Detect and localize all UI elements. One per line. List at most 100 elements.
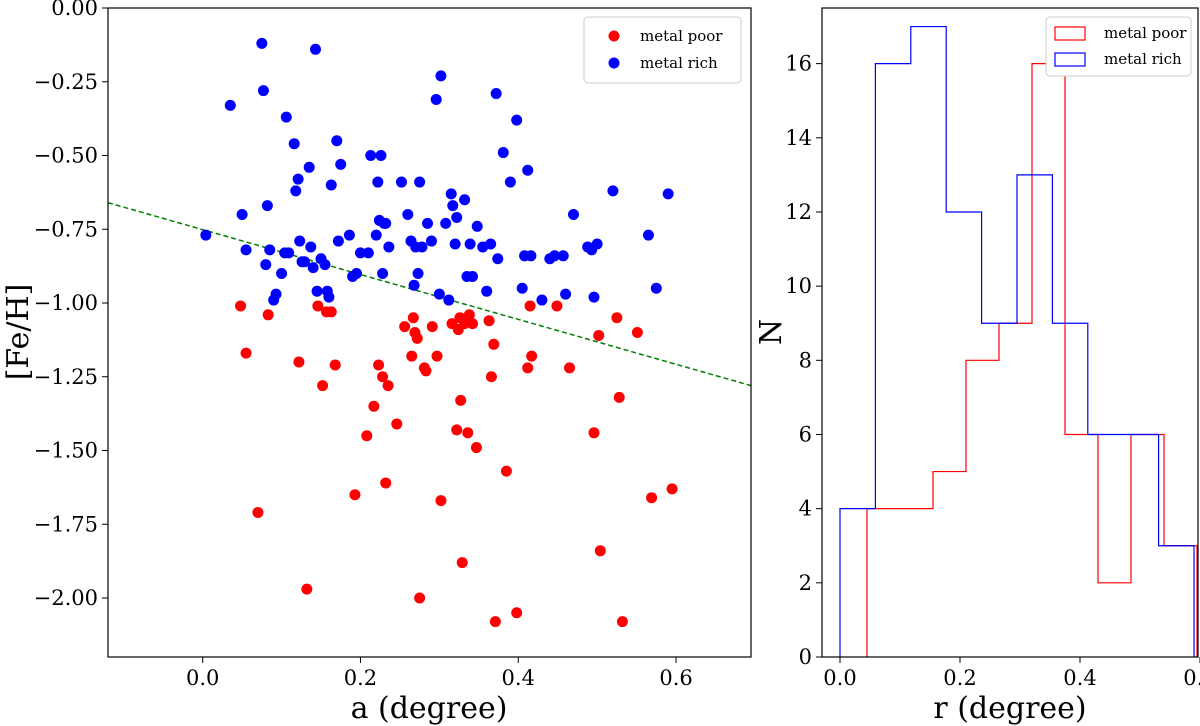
scatter-point-metal-poor — [462, 427, 474, 439]
scatter-point-metal-rich — [662, 188, 674, 200]
scatter-point-metal-rich — [471, 220, 483, 232]
histogram-legend-label-metal-poor: metal poor — [1104, 24, 1187, 42]
scatter-point-metal-rich — [466, 270, 478, 282]
scatter-point-metal-poor — [312, 300, 324, 312]
histogram-x-tick-label: 0.6 — [1183, 666, 1200, 690]
scatter-point-metal-poor — [399, 321, 411, 333]
scatter-point-metal-poor — [616, 616, 628, 628]
scatter-point-metal-rich — [261, 200, 273, 212]
scatter-point-metal-poor — [262, 309, 274, 321]
scatter-point-metal-poor — [594, 545, 606, 557]
scatter-point-metal-poor — [526, 350, 538, 362]
scatter-point-metal-rich — [383, 241, 395, 253]
scatter-point-metal-poor — [455, 394, 467, 406]
scatter-point-metal-poor — [470, 442, 482, 454]
scatter-point-metal-rich — [395, 176, 407, 188]
histogram-y-tick-label: 16 — [785, 52, 812, 76]
scatter-point-metal-poor — [411, 332, 423, 344]
scatter-point-metal-rich — [650, 282, 662, 294]
scatter-point-metal-rich — [380, 217, 392, 229]
scatter-point-metal-rich — [305, 241, 317, 253]
scatter-point-metal-rich — [459, 194, 471, 206]
scatter-point-metal-rich — [240, 244, 252, 256]
scatter-point-metal-rich — [290, 185, 302, 197]
scatter-point-metal-poor — [646, 492, 658, 504]
scatter-point-metal-rich — [445, 188, 457, 200]
scatter-point-metal-rich — [557, 250, 569, 262]
scatter-y-tick-label: −1.25 — [34, 365, 98, 389]
scatter-point-metal-rich — [331, 135, 343, 147]
scatter-point-metal-poor — [500, 465, 512, 477]
histogram-x-tick-label: 0.2 — [943, 666, 976, 690]
scatter-series — [108, 37, 751, 628]
scatter-point-metal-poor — [368, 400, 380, 412]
histogram-series — [839, 25, 1198, 657]
scatter-point-metal-rich — [435, 70, 447, 82]
histogram-y-tick-label: 8 — [799, 348, 812, 372]
scatter-point-metal-rich — [303, 161, 315, 173]
scatter-point-metal-rich — [298, 256, 310, 268]
scatter-point-metal-poor — [489, 616, 501, 628]
scatter-point-metal-rich — [200, 229, 212, 241]
scatter-point-metal-poor — [414, 592, 426, 604]
scatter-point-metal-rich — [224, 99, 236, 111]
scatter-point-metal-rich — [440, 217, 452, 229]
histogram-x-tick-label: 0.0 — [823, 666, 856, 690]
scatter-point-metal-rich — [642, 229, 654, 241]
scatter-point-metal-rich — [280, 111, 292, 123]
scatter-point-metal-rich — [607, 185, 619, 197]
histogram-panel: 0.0 0.2 0.4 0.6 0 2 4 6 8 10 12 14 16 r (degree) N m… — [754, 7, 1200, 726]
scatter-point-metal-poor — [613, 391, 625, 403]
scatter-legend-box — [583, 16, 742, 84]
scatter-point-metal-poor — [666, 483, 678, 495]
scatter-point-metal-poor — [252, 506, 264, 518]
scatter-plot-frame — [107, 7, 752, 658]
scatter-point-metal-rich — [335, 158, 347, 170]
scatter-point-metal-rich — [449, 238, 461, 250]
scatter-y-axis-label: [Fe/H] — [1, 284, 36, 381]
scatter-point-metal-poor — [373, 359, 385, 371]
histogram-x-axis-label: r (degree) — [933, 691, 1086, 726]
scatter-point-metal-rich — [422, 217, 434, 229]
scatter-point-metal-rich — [354, 247, 366, 259]
scatter-point-metal-rich — [492, 253, 504, 265]
scatter-point-metal-poor — [382, 380, 394, 392]
histogram-step-metal-rich — [839, 25, 1195, 657]
histogram-y-tick-label: 10 — [785, 274, 812, 298]
scatter-point-metal-poor — [420, 365, 432, 377]
scatter-point-metal-rich — [560, 288, 572, 300]
scatter-point-metal-rich — [276, 268, 288, 279]
scatter-point-metal-rich — [319, 259, 331, 271]
scatter-point-metal-poor — [522, 362, 534, 374]
scatter-point-metal-poor — [456, 557, 468, 569]
scatter-point-metal-rich — [497, 147, 509, 159]
scatter-y-tick-label: −1.50 — [34, 439, 98, 463]
histogram-ticks: 0.0 0.2 0.4 0.6 0 2 4 6 8 10 12 14 16 — [785, 52, 1200, 690]
scatter-point-metal-poor — [431, 350, 443, 362]
scatter-point-metal-rich — [412, 268, 424, 279]
scatter-point-metal-poor — [361, 430, 373, 442]
scatter-point-metal-rich — [292, 173, 304, 185]
scatter-point-metal-rich — [536, 294, 548, 306]
scatter-point-metal-poor — [564, 362, 576, 374]
scatter-legend-marker-metal-rich — [608, 57, 620, 69]
scatter-legend-label-metal-rich: metal rich — [640, 54, 718, 72]
scatter-point-metal-rich — [416, 241, 428, 253]
scatter-point-metal-rich — [516, 282, 528, 294]
scatter-point-metal-rich — [485, 238, 497, 250]
scatter-y-tick-label: −0.75 — [34, 217, 98, 241]
scatter-point-metal-rich — [370, 229, 382, 241]
scatter-point-metal-poor — [524, 300, 536, 312]
scatter-point-metal-poor — [235, 300, 247, 312]
scatter-point-metal-rich — [236, 209, 248, 220]
scatter-point-metal-rich — [511, 114, 523, 126]
histogram-y-tick-label: 6 — [799, 422, 812, 446]
scatter-point-metal-poor — [593, 329, 605, 341]
scatter-point-metal-poor — [407, 312, 419, 324]
scatter-point-metal-rich — [464, 238, 476, 250]
scatter-point-metal-rich — [425, 235, 437, 247]
scatter-legend: metal poor metal rich — [583, 16, 742, 84]
scatter-point-metal-rich — [549, 250, 561, 262]
histogram-y-tick-label: 12 — [785, 200, 812, 224]
